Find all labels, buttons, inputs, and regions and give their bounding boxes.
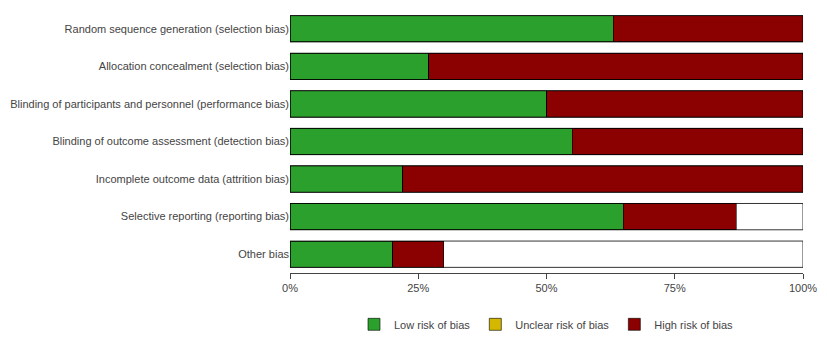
svg-text:100%: 100% <box>789 282 817 294</box>
svg-text:Blinding of outcome assessment: Blinding of outcome assessment (detectio… <box>52 135 289 147</box>
svg-text:75%: 75% <box>664 282 686 294</box>
svg-text:Blinding of participants and p: Blinding of participants and personnel (… <box>10 98 289 110</box>
svg-text:0%: 0% <box>282 282 298 294</box>
svg-text:25%: 25% <box>407 282 429 294</box>
svg-text:Low risk of bias: Low risk of bias <box>394 319 470 331</box>
svg-text:Unclear risk of bias: Unclear risk of bias <box>515 319 609 331</box>
svg-text:Incomplete outcome data (attri: Incomplete outcome data (attrition bias) <box>96 173 289 185</box>
svg-text:50%: 50% <box>535 282 557 294</box>
svg-text:Selective reporting (reporting: Selective reporting (reporting bias) <box>121 210 289 222</box>
svg-text:Random sequence generation (se: Random sequence generation (selection bi… <box>65 23 289 35</box>
svg-text:High risk of bias: High risk of bias <box>654 319 733 331</box>
svg-text:Other bias: Other bias <box>238 248 289 260</box>
svg-text:Allocation concealment (select: Allocation concealment (selection bias) <box>99 60 289 72</box>
